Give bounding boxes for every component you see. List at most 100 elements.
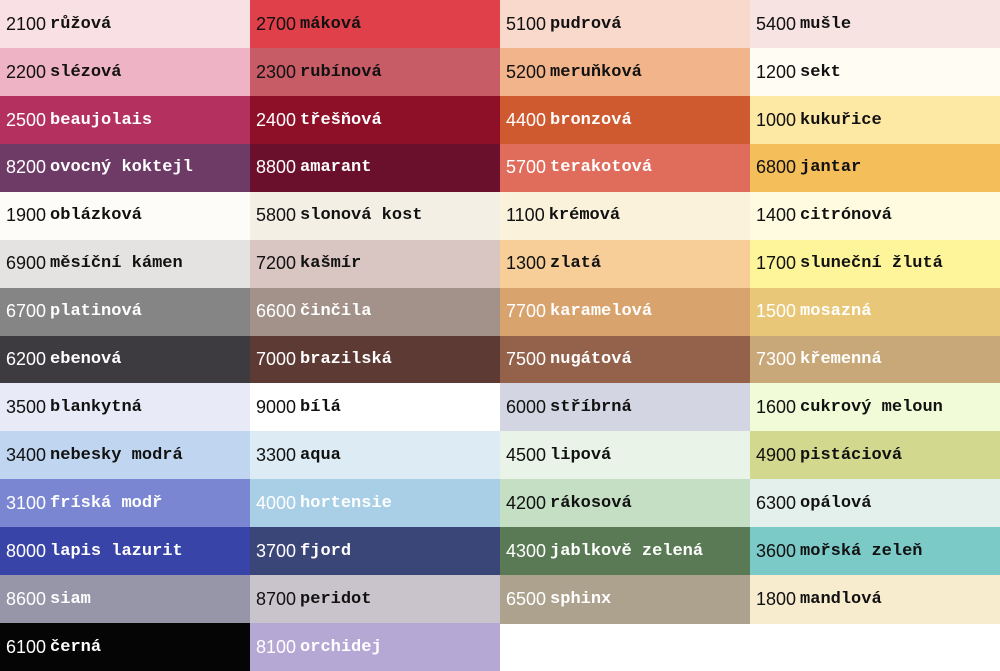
swatch-code: 5100 <box>506 13 547 34</box>
swatch-name: ovocný koktejl <box>50 158 193 178</box>
swatch-code: 5800 <box>256 205 297 226</box>
swatch-name: mosazná <box>800 302 872 322</box>
color-swatch: 4400 bronzová <box>500 95 750 145</box>
swatch-code: 1300 <box>506 253 547 274</box>
swatch-name: lipová <box>550 446 612 466</box>
swatch-code: 8700 <box>256 588 297 609</box>
swatch-code: 3500 <box>6 397 47 418</box>
swatch-code: 6700 <box>6 301 47 322</box>
swatch-code: 1100 <box>506 205 545 226</box>
color-swatch: 7700 karamelová <box>500 287 750 336</box>
color-swatch: 6600 činčila <box>250 287 500 336</box>
swatch-name: beaujolais <box>50 110 153 130</box>
swatch-name: peridot <box>300 589 372 609</box>
swatch-name: růžová <box>50 14 112 34</box>
swatch-code: 4000 <box>256 492 297 513</box>
color-swatch: 3500 blankytná <box>0 383 250 432</box>
swatch-name: mořská zeleň <box>800 541 923 561</box>
swatch-code: 1700 <box>756 253 797 274</box>
color-swatch: 6200 ebenová <box>0 335 250 384</box>
color-swatch: 4900 pistáciová <box>750 431 1000 480</box>
color-swatch: 1000 kukuřice <box>750 95 1000 145</box>
swatch-name: pistáciová <box>800 446 903 466</box>
color-swatch: 2100 růžová <box>0 0 250 49</box>
swatch-name: černá <box>50 637 102 657</box>
swatch-code: 1900 <box>6 205 47 226</box>
color-swatch: 1900 oblázková <box>0 191 250 241</box>
color-swatch: 3400 nebesky modrá <box>0 431 250 480</box>
swatch-code: 8000 <box>6 540 47 561</box>
swatch-code: 1800 <box>756 588 797 609</box>
swatch-name: ebenová <box>50 350 122 370</box>
swatch-name: siam <box>50 589 91 609</box>
color-swatch: 3600 mořská zeleň <box>750 527 1000 576</box>
swatch-code: 3400 <box>6 445 47 466</box>
swatch-code: 3100 <box>6 492 47 513</box>
swatch-code: 1000 <box>756 109 797 130</box>
swatch-code: 1200 <box>756 61 797 82</box>
swatch-code: 7000 <box>256 349 297 370</box>
swatch-code: 2200 <box>6 61 47 82</box>
swatch-name: karamelová <box>550 302 653 322</box>
color-swatch: 4200 rákosová <box>500 479 750 528</box>
swatch-name: blankytná <box>50 398 142 418</box>
swatch-name: bílá <box>300 398 341 418</box>
swatch-name: nugátová <box>550 350 632 370</box>
swatch-code: 7300 <box>756 349 797 370</box>
swatch-code: 1400 <box>756 205 797 226</box>
color-swatch: 6700 platinová <box>0 287 250 336</box>
swatch-name: třešňová <box>300 110 382 130</box>
swatch-code: 3300 <box>256 445 297 466</box>
color-swatch: 8600 siam <box>0 575 250 624</box>
swatch-code: 1500 <box>756 301 797 322</box>
swatch-code: 6100 <box>6 636 47 657</box>
color-swatch: 8700 peridot <box>250 575 500 624</box>
color-swatch: 1400 citrónová <box>750 191 1000 241</box>
color-swatch: 8200 ovocný koktejl <box>0 143 250 193</box>
swatch-name: slézová <box>50 62 122 82</box>
color-swatch: 6900 měsíční kámen <box>0 239 250 289</box>
color-swatch: 1100 krémová <box>500 191 750 241</box>
color-swatch: 7300 křemenná <box>750 335 1000 384</box>
swatch-name: cukrový meloun <box>800 398 943 418</box>
swatch-name: nebesky modrá <box>50 446 183 466</box>
swatch-code: 6900 <box>6 253 47 274</box>
swatch-name: kukuřice <box>800 110 882 130</box>
swatch-name: jablkově zelená <box>550 541 704 561</box>
swatch-code: 6800 <box>756 157 797 178</box>
swatch-name: bronzová <box>550 110 632 130</box>
swatch-code: 6300 <box>756 492 797 513</box>
color-swatch: 6300 opálová <box>750 479 1000 528</box>
color-swatch: 5700 terakotová <box>500 143 750 193</box>
color-swatch: 7000 brazilská <box>250 335 500 384</box>
color-swatch: 5400 mušle <box>750 0 1000 49</box>
swatch-name: platinová <box>50 302 142 322</box>
color-swatch: 3300 aqua <box>250 431 500 480</box>
swatch-name: pudrová <box>550 14 622 34</box>
swatch-code: 5700 <box>506 157 547 178</box>
swatch-name: fjord <box>300 541 352 561</box>
color-swatch: 5200 meruňková <box>500 47 750 97</box>
swatch-code: 6500 <box>506 588 547 609</box>
color-swatch: 3100 fríská modř <box>0 479 250 528</box>
color-swatch: 4000 hortensie <box>250 479 500 528</box>
color-swatch: 2300 rubínová <box>250 47 500 97</box>
swatch-name: mandlová <box>800 589 882 609</box>
color-swatch: 6800 jantar <box>750 143 1000 193</box>
swatch-code: 2500 <box>6 109 47 130</box>
color-swatch: 2400 třešňová <box>250 95 500 145</box>
color-swatch: 4500 lipová <box>500 431 750 480</box>
swatch-code: 7500 <box>506 349 547 370</box>
color-swatch: 8000 lapis lazurit <box>0 527 250 576</box>
swatch-name: mušle <box>800 14 852 34</box>
color-swatch: 7500 nugátová <box>500 335 750 384</box>
swatch-code: 7200 <box>256 253 297 274</box>
color-swatch: 6000 stříbrná <box>500 383 750 432</box>
swatch-name: aqua <box>300 446 341 466</box>
color-swatch: 6100 černá <box>0 623 250 671</box>
swatch-code: 2700 <box>256 13 297 34</box>
color-swatch: 8800 amarant <box>250 143 500 193</box>
swatch-name: orchidej <box>300 637 382 657</box>
swatch-name: meruňková <box>550 62 642 82</box>
color-swatch: 2700 máková <box>250 0 500 49</box>
